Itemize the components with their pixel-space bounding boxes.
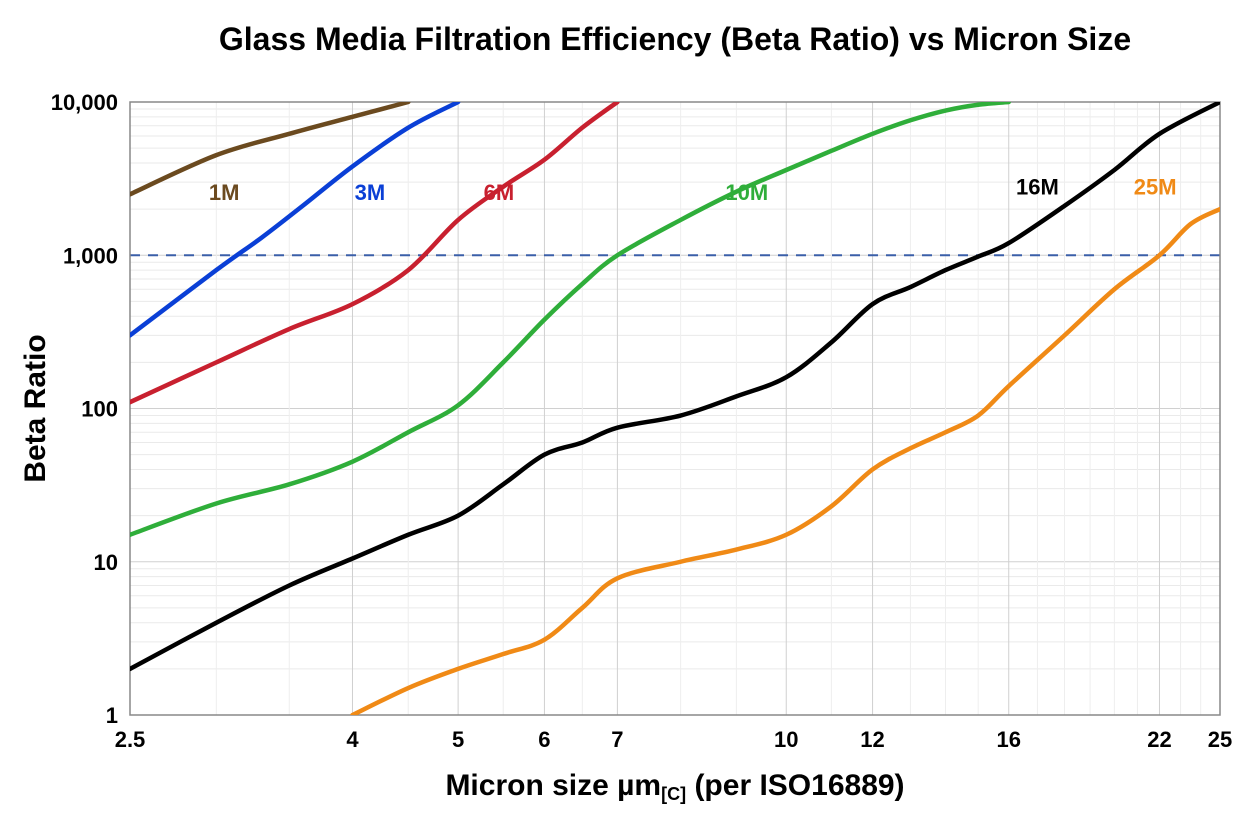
y-tick-label: 1 (106, 703, 118, 728)
x-tick-label: 16 (996, 727, 1020, 752)
x-tick-label: 4 (346, 727, 359, 752)
y-tick-label: 100 (81, 397, 118, 422)
chart-title: Glass Media Filtration Efficiency (Beta … (219, 21, 1131, 57)
series-label-10M: 10M (725, 180, 768, 205)
x-tick-label: 6 (538, 727, 550, 752)
series-label-1M: 1M (209, 180, 240, 205)
chart-container: { "chart": { "type": "line", "title": "G… (0, 0, 1254, 819)
y-tick-label: 1,000 (63, 243, 118, 268)
y-tick-label: 10 (94, 550, 118, 575)
series-label-16M: 16M (1016, 174, 1059, 199)
x-tick-label: 22 (1147, 727, 1171, 752)
x-tick-label: 12 (860, 727, 884, 752)
y-axis-label: Beta Ratio (19, 334, 52, 482)
y-tick-label: 10,000 (51, 90, 118, 115)
x-tick-label: 10 (774, 727, 798, 752)
series-label-3M: 3M (355, 180, 386, 205)
x-tick-label: 25 (1208, 727, 1232, 752)
series-label-25M: 25M (1134, 174, 1177, 199)
x-tick-label: 2.5 (115, 727, 146, 752)
line-chart: 1 10 100 1,000 10,000 2.5 4 5 6 7 10 12 16 22 25 1M 3M 6M… (0, 0, 1254, 819)
x-tick-label: 5 (452, 727, 464, 752)
series-label-6M: 6M (484, 180, 515, 205)
x-tick-label: 7 (611, 727, 623, 752)
